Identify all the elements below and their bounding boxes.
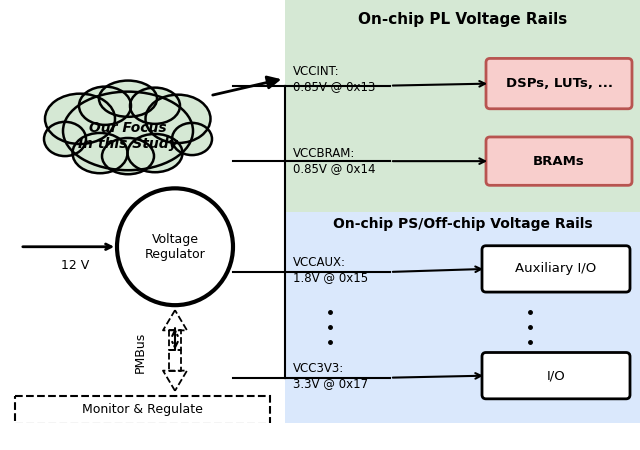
Circle shape: [117, 189, 233, 305]
Ellipse shape: [130, 88, 180, 124]
Text: VCCBRAM:
0.85V @ 0x14: VCCBRAM: 0.85V @ 0x14: [293, 147, 376, 175]
Ellipse shape: [102, 138, 154, 174]
Bar: [285, 0, 640, 212]
FancyBboxPatch shape: [486, 58, 632, 109]
Text: DSPs, LUTs, ...: DSPs, LUTs, ...: [506, 77, 612, 90]
Ellipse shape: [172, 123, 212, 155]
Text: On-chip PL Voltage Rails: On-chip PL Voltage Rails: [358, 12, 567, 27]
Text: Voltage
Regulator: Voltage Regulator: [145, 233, 205, 261]
Ellipse shape: [72, 133, 127, 173]
Text: BRAMs: BRAMs: [533, 155, 585, 168]
Text: VCCAUX:
1.8V @ 0x15: VCCAUX: 1.8V @ 0x15: [293, 256, 368, 284]
Text: I/O: I/O: [547, 369, 565, 382]
Ellipse shape: [79, 86, 131, 125]
Text: 12 V: 12 V: [61, 259, 89, 272]
Ellipse shape: [99, 81, 157, 117]
Ellipse shape: [127, 134, 182, 172]
Text: Monitor & Regulate: Monitor & Regulate: [82, 403, 203, 416]
Ellipse shape: [63, 92, 193, 170]
FancyBboxPatch shape: [486, 137, 632, 185]
Text: VCCINT:
0.85V @ 0x13: VCCINT: 0.85V @ 0x13: [293, 65, 376, 94]
Ellipse shape: [44, 122, 86, 156]
Ellipse shape: [45, 94, 115, 144]
Bar: [148, 307, 203, 393]
Text: Our Focus
In this Study: Our Focus In this Study: [78, 121, 178, 151]
Bar: [285, 212, 640, 423]
Text: Auxiliary I/O: Auxiliary I/O: [515, 262, 596, 275]
FancyBboxPatch shape: [482, 352, 630, 399]
Text: PMBus: PMBus: [134, 332, 147, 373]
FancyBboxPatch shape: [15, 396, 270, 424]
Text: On-chip PS/Off-chip Voltage Rails: On-chip PS/Off-chip Voltage Rails: [333, 216, 592, 230]
Ellipse shape: [145, 94, 211, 143]
Text: VCC3V3:
3.3V @ 0x17: VCC3V3: 3.3V @ 0x17: [293, 361, 368, 390]
FancyBboxPatch shape: [482, 246, 630, 292]
